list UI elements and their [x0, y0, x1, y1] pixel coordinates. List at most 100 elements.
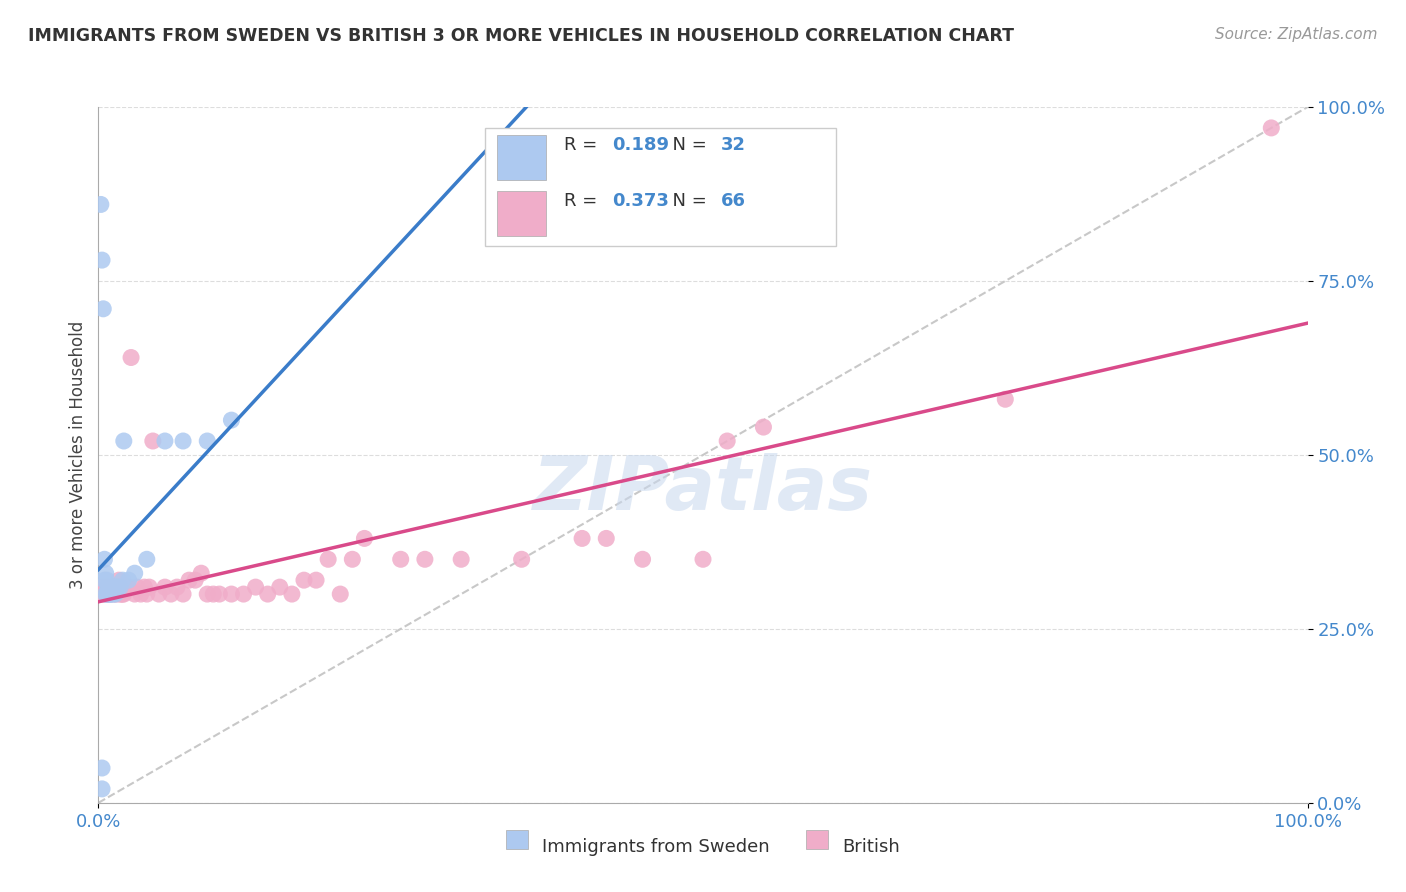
Point: [172, 434, 194, 448]
Point: [353, 532, 375, 546]
Point: [94, 566, 117, 581]
Point: [256, 587, 278, 601]
Point: [96, 587, 118, 601]
Point: [97, 587, 120, 601]
Point: [389, 552, 412, 566]
Text: 0.373: 0.373: [613, 192, 669, 210]
Point: [413, 552, 436, 566]
Point: [510, 552, 533, 566]
Point: [195, 434, 218, 448]
Point: [752, 420, 775, 434]
Point: [101, 587, 124, 601]
Point: [195, 587, 218, 601]
Point: [148, 587, 170, 601]
Point: [232, 587, 254, 601]
Text: IMMIGRANTS FROM SWEDEN VS BRITISH 3 OR MORE VEHICLES IN HOUSEHOLD CORRELATION CH: IMMIGRANTS FROM SWEDEN VS BRITISH 3 OR M…: [28, 27, 1014, 45]
Point: [179, 573, 201, 587]
Point: [124, 566, 146, 581]
Point: [129, 587, 152, 601]
Point: [269, 580, 291, 594]
Point: [100, 580, 122, 594]
Point: [571, 532, 593, 546]
Point: [114, 580, 136, 594]
Point: [281, 587, 304, 601]
Point: [329, 587, 352, 601]
Point: [115, 580, 138, 594]
Point: [103, 580, 125, 594]
Point: [90, 197, 112, 211]
Point: [160, 587, 183, 601]
Point: [316, 552, 339, 566]
Point: [153, 434, 176, 448]
Point: [124, 587, 146, 601]
Text: Source: ZipAtlas.com: Source: ZipAtlas.com: [1215, 27, 1378, 42]
Point: [96, 573, 118, 587]
Point: [994, 392, 1017, 407]
Point: [342, 552, 364, 566]
Point: [190, 566, 212, 581]
Point: [100, 587, 122, 601]
Point: [305, 573, 328, 587]
Point: [716, 434, 738, 448]
Point: [138, 580, 160, 594]
Point: [91, 781, 114, 796]
Point: [91, 301, 114, 316]
Point: [134, 580, 156, 594]
Y-axis label: 3 or more Vehicles in Household: 3 or more Vehicles in Household: [69, 321, 87, 589]
FancyBboxPatch shape: [485, 128, 837, 246]
Point: [142, 434, 165, 448]
Point: [208, 587, 231, 601]
Text: ZIPatlas: ZIPatlas: [533, 453, 873, 526]
Point: [135, 552, 157, 566]
Point: [184, 573, 207, 587]
Point: [94, 580, 117, 594]
Point: [94, 587, 117, 601]
Legend: Immigrants from Sweden, British: Immigrants from Sweden, British: [499, 830, 907, 863]
FancyBboxPatch shape: [498, 191, 546, 235]
Point: [108, 580, 131, 594]
Point: [118, 573, 141, 587]
Point: [93, 552, 115, 566]
Point: [96, 587, 118, 601]
Point: [91, 253, 114, 268]
Point: [112, 587, 135, 601]
Point: [91, 761, 114, 775]
Point: [100, 580, 122, 594]
Point: [104, 580, 127, 594]
Point: [100, 587, 122, 601]
Point: [595, 532, 617, 546]
Point: [97, 580, 120, 594]
Point: [103, 587, 125, 601]
Point: [93, 587, 115, 601]
Point: [101, 580, 124, 594]
Point: [172, 587, 194, 601]
Point: [93, 573, 115, 587]
Text: 0.189: 0.189: [613, 136, 669, 154]
Point: [221, 587, 243, 601]
Text: R =: R =: [564, 136, 603, 154]
Point: [118, 580, 141, 594]
Point: [112, 434, 135, 448]
Point: [153, 580, 176, 594]
Point: [98, 587, 121, 601]
Point: [110, 587, 132, 601]
FancyBboxPatch shape: [498, 135, 546, 180]
Point: [98, 580, 121, 594]
Point: [105, 580, 128, 594]
Point: [107, 580, 129, 594]
Text: 66: 66: [721, 192, 747, 210]
Point: [111, 587, 134, 601]
Point: [245, 580, 267, 594]
Point: [166, 580, 188, 594]
Text: R =: R =: [564, 192, 603, 210]
Point: [98, 580, 121, 594]
Point: [105, 587, 128, 601]
Text: 32: 32: [721, 136, 747, 154]
Point: [692, 552, 714, 566]
Point: [107, 580, 129, 594]
Point: [90, 587, 112, 601]
Text: N =: N =: [661, 192, 713, 210]
Point: [100, 587, 122, 601]
Point: [120, 351, 142, 365]
Point: [91, 580, 114, 594]
